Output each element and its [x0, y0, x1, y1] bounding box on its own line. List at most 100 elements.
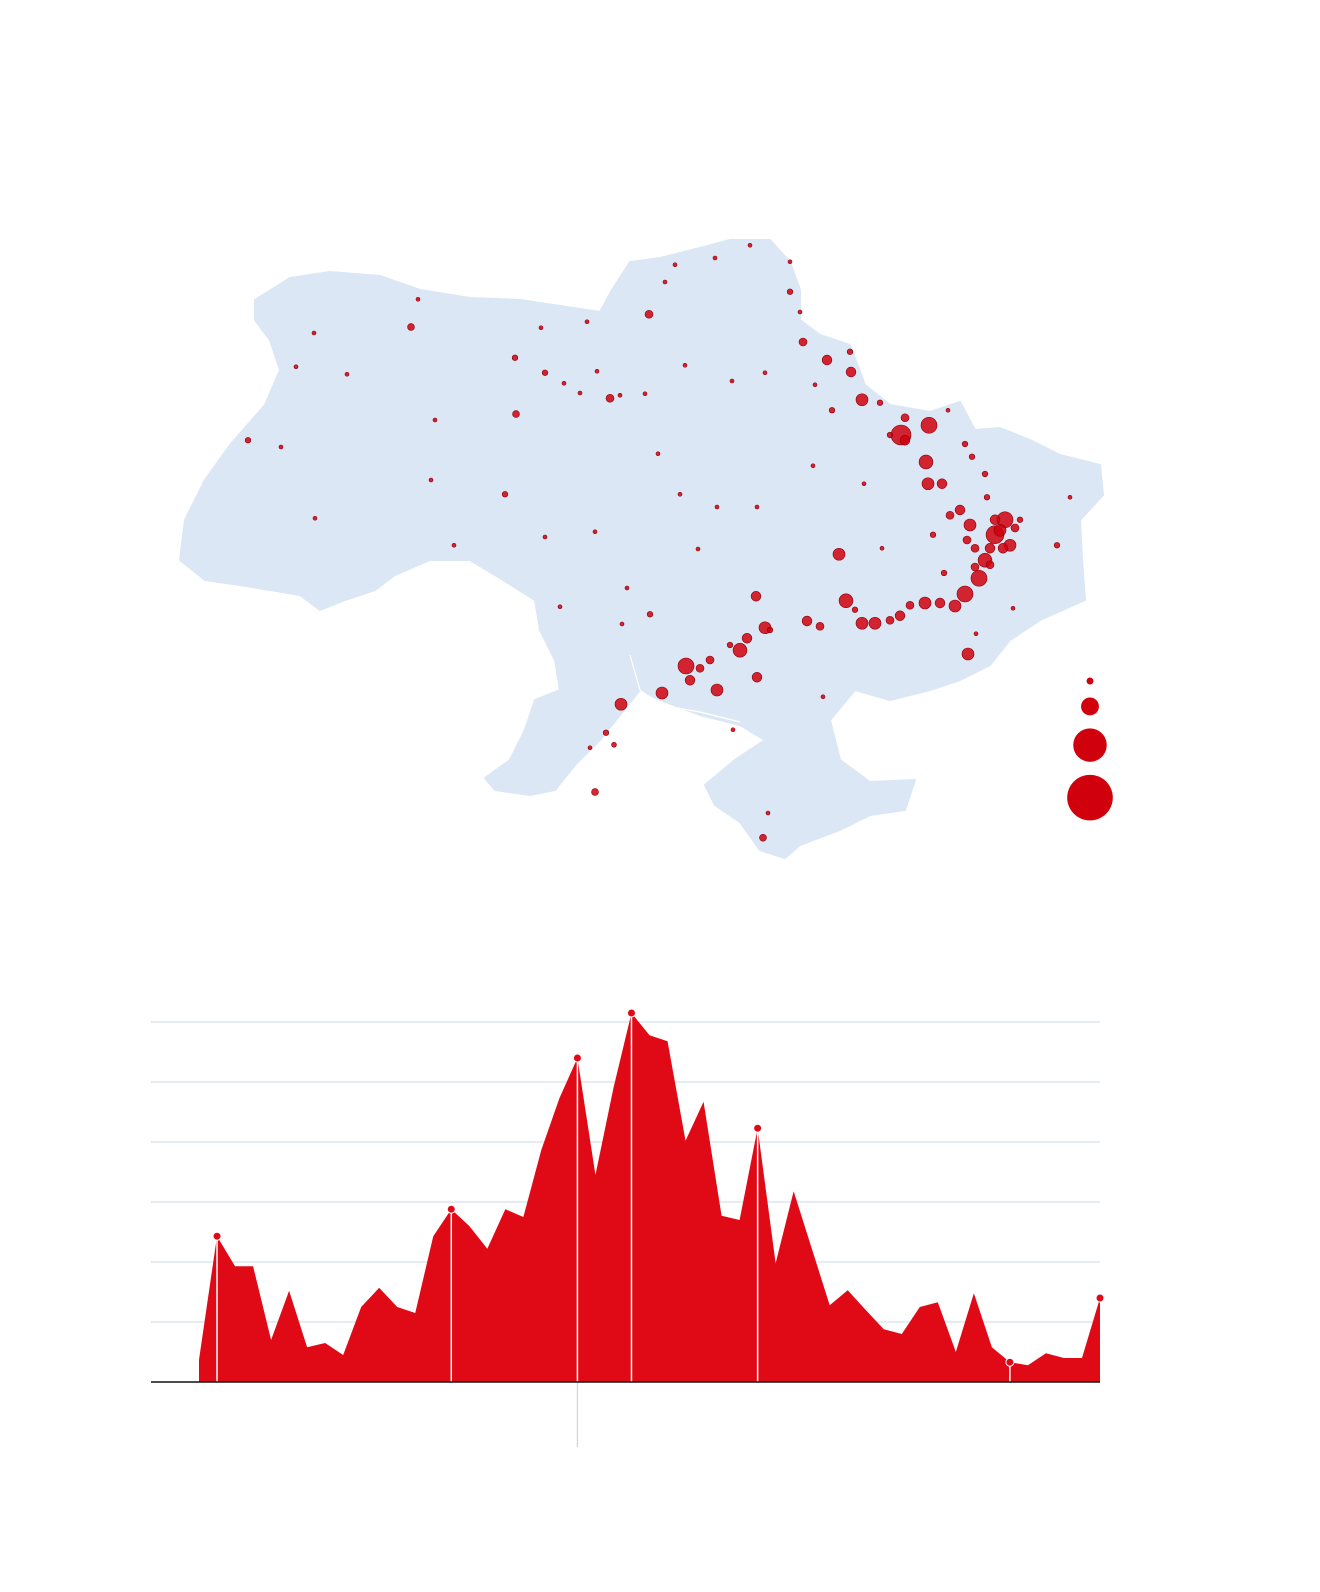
river	[629, 654, 741, 723]
event-dot	[726, 641, 734, 649]
event-dot	[1010, 605, 1016, 611]
event-dot	[619, 621, 625, 627]
event-dot	[894, 610, 906, 621]
event-dot	[985, 560, 995, 570]
event-dot	[861, 481, 867, 487]
event-dot	[557, 604, 563, 610]
event-dot	[997, 543, 1009, 554]
event-dot	[815, 621, 825, 631]
event-dot	[730, 727, 736, 733]
event-dot	[1016, 516, 1024, 523]
map	[179, 239, 1104, 859]
event-dot	[677, 491, 683, 497]
event-dot	[855, 393, 869, 407]
event-dot	[644, 309, 654, 319]
marker-dot	[212, 1231, 222, 1241]
event-dot	[617, 392, 623, 398]
event-dot	[684, 675, 696, 686]
event-dot	[963, 518, 977, 532]
event-dot	[961, 440, 969, 448]
event-dot	[705, 655, 715, 665]
event-dot	[812, 382, 818, 388]
marker-dot	[1005, 1357, 1015, 1367]
event-dot	[293, 364, 299, 370]
event-dot	[945, 407, 951, 413]
event-dot	[538, 325, 544, 331]
marker-dot	[1095, 1293, 1105, 1303]
size-legend-dot	[1086, 677, 1094, 685]
event-dot	[845, 366, 857, 378]
event-dot	[451, 542, 457, 548]
event-dot	[587, 745, 593, 751]
event-dot	[415, 296, 421, 302]
event-dot	[511, 354, 519, 361]
event-dot	[278, 444, 284, 450]
event-dot	[624, 585, 630, 591]
size-legend-dot	[1067, 774, 1113, 821]
event-dot	[312, 515, 318, 521]
event-dot	[642, 391, 648, 397]
event-dot	[677, 657, 695, 675]
event-dot	[750, 591, 762, 602]
event-dot	[900, 413, 910, 423]
event-dot	[754, 504, 760, 510]
event-dot	[886, 431, 894, 439]
event-dot	[561, 380, 567, 386]
event-dot	[592, 529, 598, 535]
event-dot	[970, 569, 988, 587]
event-dot	[981, 470, 989, 478]
event-dot	[921, 477, 935, 491]
event-dot	[584, 319, 590, 325]
event-dot	[765, 810, 771, 816]
event-dot	[989, 514, 1001, 525]
event-dot	[838, 593, 854, 608]
event-dot	[961, 647, 975, 661]
event-dot	[983, 494, 991, 501]
event-dot	[605, 393, 615, 403]
event-dot	[968, 453, 976, 460]
event-dot	[798, 337, 808, 347]
event-dot	[970, 562, 980, 572]
event-dot	[936, 478, 948, 489]
event-dot	[940, 569, 948, 577]
event-dot	[602, 729, 610, 736]
event-dot	[407, 323, 415, 331]
event-dot	[786, 288, 794, 295]
event-dot	[929, 531, 937, 538]
event-dot	[879, 545, 885, 551]
event-dot	[714, 504, 720, 510]
event-dot	[1067, 494, 1073, 500]
event-dot	[741, 633, 753, 644]
event-dot	[695, 663, 705, 673]
size-legend-dot	[1081, 697, 1099, 716]
event-dot	[905, 600, 915, 610]
area	[199, 1013, 1100, 1382]
event-dot	[851, 606, 859, 613]
event-dot	[973, 631, 979, 637]
marker-dot	[446, 1204, 456, 1214]
event-dot	[846, 348, 854, 355]
event-dot	[614, 697, 628, 711]
event-dot	[821, 354, 833, 366]
event-dot	[801, 615, 813, 627]
event-dot	[766, 626, 774, 634]
event-dot	[729, 378, 735, 384]
event-dot	[611, 742, 617, 748]
event-dot	[945, 510, 955, 520]
event-dot	[956, 585, 974, 603]
country-shape	[179, 239, 1104, 859]
event-dot	[432, 417, 438, 423]
size-legend-dot	[1073, 728, 1107, 762]
event-dot	[732, 643, 748, 658]
event-dot	[751, 672, 763, 683]
event-dot	[984, 543, 996, 554]
event-dot	[820, 694, 826, 700]
event-dot	[512, 410, 520, 418]
event-dot	[797, 309, 803, 315]
event-dot	[655, 451, 661, 457]
event-dot	[695, 546, 701, 552]
event-dot	[762, 370, 768, 376]
event-dot	[646, 611, 654, 618]
event-dot	[1010, 523, 1020, 533]
